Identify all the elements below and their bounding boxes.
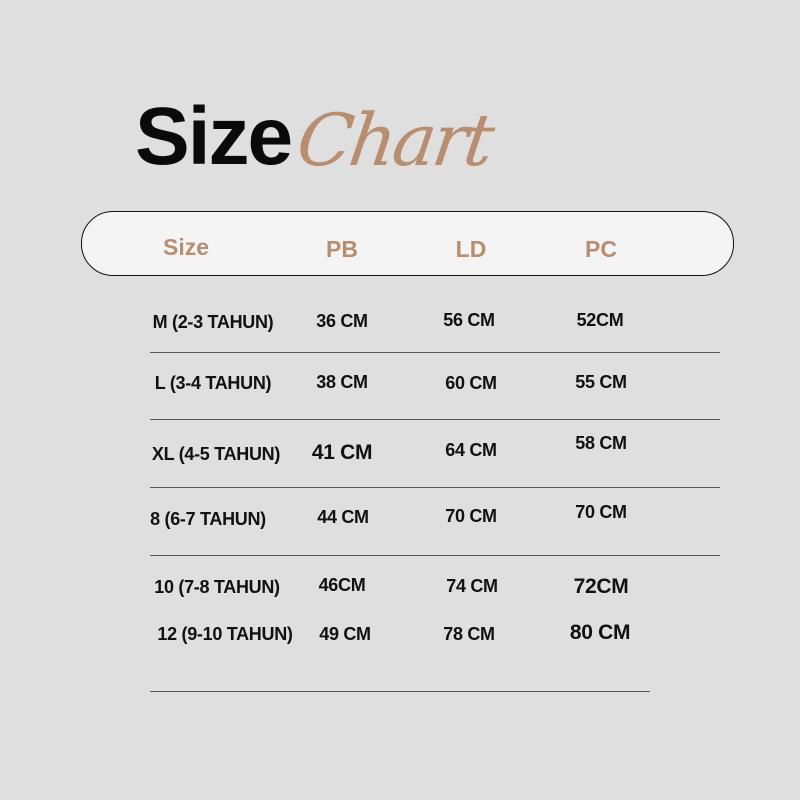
row-pc: 58 CM <box>575 433 627 453</box>
row-ld: 74 CM <box>446 576 498 596</box>
row-divider <box>150 352 720 353</box>
row-ld: 70 CM <box>445 506 497 526</box>
row-pb: 36 CM <box>316 311 368 331</box>
row-pb: 41 CM <box>311 441 373 464</box>
row-size: M (2-3 TAHUN) <box>152 312 274 332</box>
row-divider <box>150 419 720 420</box>
row-size: 12 (9-10 TAHUN) <box>157 624 293 644</box>
row-pc: 52CM <box>576 310 624 330</box>
header-row <box>81 211 734 276</box>
header-ld: LD <box>455 236 487 262</box>
row-ld: 78 CM <box>443 624 495 644</box>
title-chart: Chart <box>292 98 497 182</box>
row-pb: 46CM <box>318 575 366 595</box>
row-size: 8 (6-7 TAHUN) <box>150 509 266 529</box>
row-pc: 55 CM <box>575 372 627 392</box>
row-ld: 64 CM <box>445 440 497 460</box>
header-pc: PC <box>585 236 617 262</box>
row-pc: 72CM <box>573 575 629 598</box>
row-ld: 56 CM <box>443 310 495 330</box>
title-size: Size <box>135 91 293 182</box>
bottom-divider <box>150 691 650 692</box>
row-size: XL (4-5 TAHUN) <box>151 444 281 464</box>
row-ld: 60 CM <box>445 373 497 393</box>
row-divider <box>150 487 720 488</box>
row-pb: 44 CM <box>317 507 369 527</box>
row-divider <box>150 555 720 556</box>
row-pc: 80 CM <box>569 621 631 644</box>
row-size: L (3-4 TAHUN) <box>154 373 272 393</box>
row-pc: 70 CM <box>575 502 627 522</box>
row-pb: 49 CM <box>319 624 371 644</box>
header-size: Size <box>162 234 210 260</box>
row-size: 10 (7-8 TAHUN) <box>154 577 280 597</box>
header-pb: PB <box>326 236 358 262</box>
row-pb: 38 CM <box>316 372 368 392</box>
